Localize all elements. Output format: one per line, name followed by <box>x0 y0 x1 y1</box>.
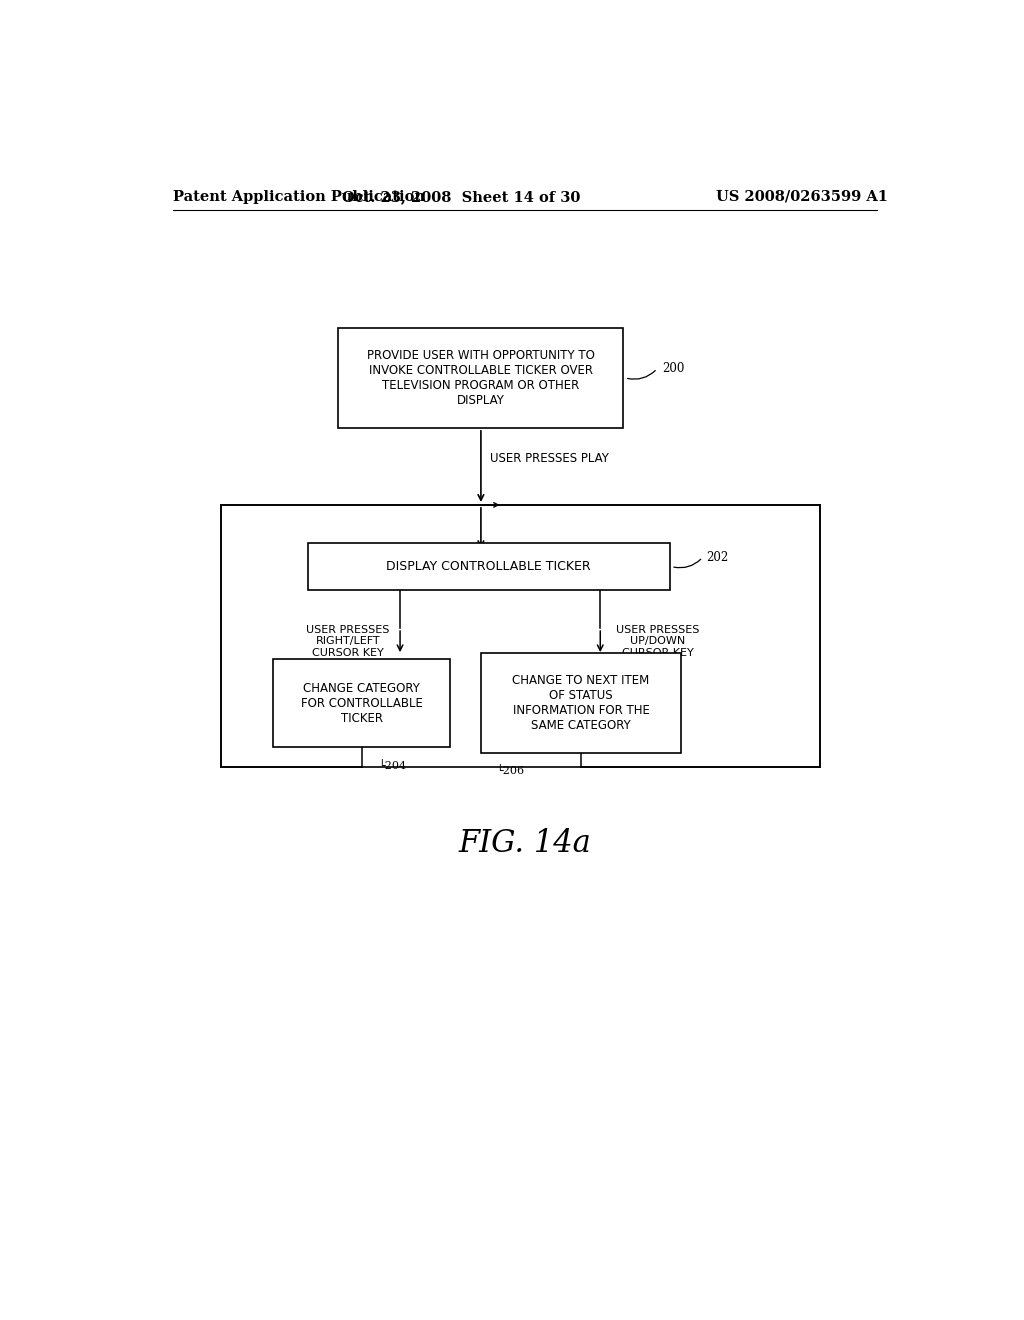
Text: CHANGE CATEGORY
FOR CONTROLLABLE
TICKER: CHANGE CATEGORY FOR CONTROLLABLE TICKER <box>301 681 423 725</box>
Bar <box>273 659 451 747</box>
Text: USER PRESSES
RIGHT/LEFT
CURSOR KEY: USER PRESSES RIGHT/LEFT CURSOR KEY <box>306 624 389 657</box>
Bar <box>307 544 670 590</box>
Text: Patent Application Publication: Patent Application Publication <box>173 190 425 203</box>
Text: 200: 200 <box>662 362 684 375</box>
Text: FIG. 14a: FIG. 14a <box>459 828 591 859</box>
Text: USER PRESSES
UP/DOWN
CURSOR KEY: USER PRESSES UP/DOWN CURSOR KEY <box>616 624 699 657</box>
Text: USER PRESSES PLAY: USER PRESSES PLAY <box>490 453 609 465</box>
Text: Oct. 23, 2008  Sheet 14 of 30: Oct. 23, 2008 Sheet 14 of 30 <box>342 190 581 203</box>
Text: CHANGE TO NEXT ITEM
OF STATUS
INFORMATION FOR THE
SAME CATEGORY: CHANGE TO NEXT ITEM OF STATUS INFORMATIO… <box>512 673 649 731</box>
Text: US 2008/0263599 A1: US 2008/0263599 A1 <box>716 190 888 203</box>
Text: └206: └206 <box>497 767 524 776</box>
Bar <box>481 653 681 752</box>
Text: PROVIDE USER WITH OPPORTUNITY TO
INVOKE CONTROLLABLE TICKER OVER
TELEVISION PROG: PROVIDE USER WITH OPPORTUNITY TO INVOKE … <box>367 348 595 407</box>
Bar <box>221 506 820 767</box>
Text: └204: └204 <box>379 760 407 771</box>
Text: 202: 202 <box>707 550 729 564</box>
Bar <box>339 327 624 428</box>
Text: DISPLAY CONTROLLABLE TICKER: DISPLAY CONTROLLABLE TICKER <box>386 560 591 573</box>
